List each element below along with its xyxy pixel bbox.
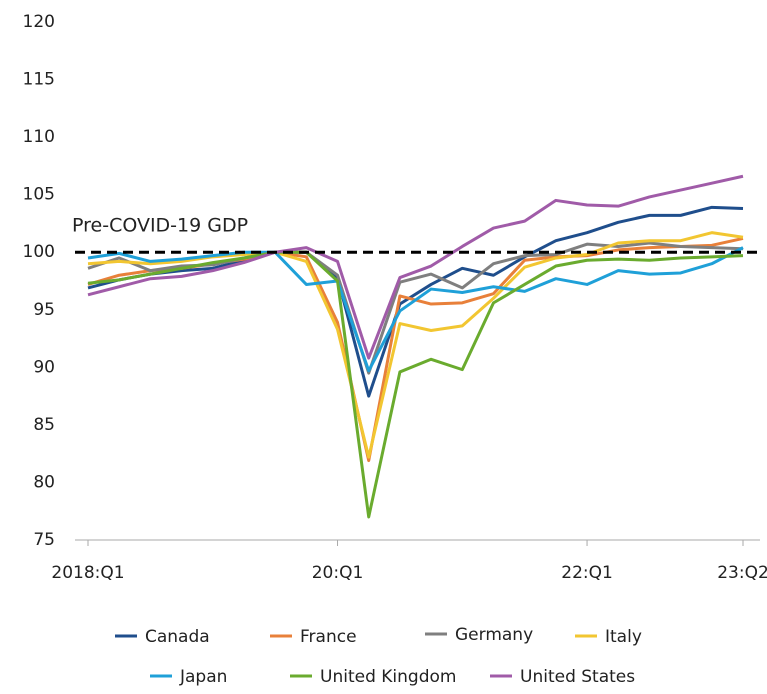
series-line xyxy=(87,250,744,519)
y-tick-label: 95 xyxy=(33,300,55,320)
y-tick-label: 90 xyxy=(33,357,55,377)
x-tick-label: 2018:Q1 xyxy=(51,563,124,583)
y-tick-label: 85 xyxy=(33,415,55,435)
legend-label: Japan xyxy=(179,667,227,687)
legend-label: France xyxy=(300,627,357,647)
series-line xyxy=(87,231,744,459)
legend-label: Germany xyxy=(455,625,533,645)
y-tick-label: 80 xyxy=(33,472,55,492)
y-tick-label: 110 xyxy=(23,127,55,147)
x-tick-label: 22:Q1 xyxy=(561,563,613,583)
legend-label: United States xyxy=(520,667,635,687)
reference-label: Pre-COVID-19 GDP xyxy=(72,215,248,237)
y-tick-label: 100 xyxy=(23,242,55,262)
x-tick-label: 20:Q1 xyxy=(312,563,364,583)
y-tick-label: 120 xyxy=(23,12,55,32)
x-tick-label: 23:Q2 xyxy=(717,563,767,583)
y-tick-label: 115 xyxy=(23,70,55,90)
series-line xyxy=(87,205,744,398)
legend-label: Canada xyxy=(145,627,210,647)
series-line xyxy=(87,246,744,373)
y-tick-label: 75 xyxy=(33,530,55,550)
legend-label: Italy xyxy=(605,627,642,647)
series-line xyxy=(87,174,744,360)
legend-label: United Kingdom xyxy=(320,667,456,687)
series-line xyxy=(87,241,744,375)
y-tick-label: 105 xyxy=(23,185,55,205)
